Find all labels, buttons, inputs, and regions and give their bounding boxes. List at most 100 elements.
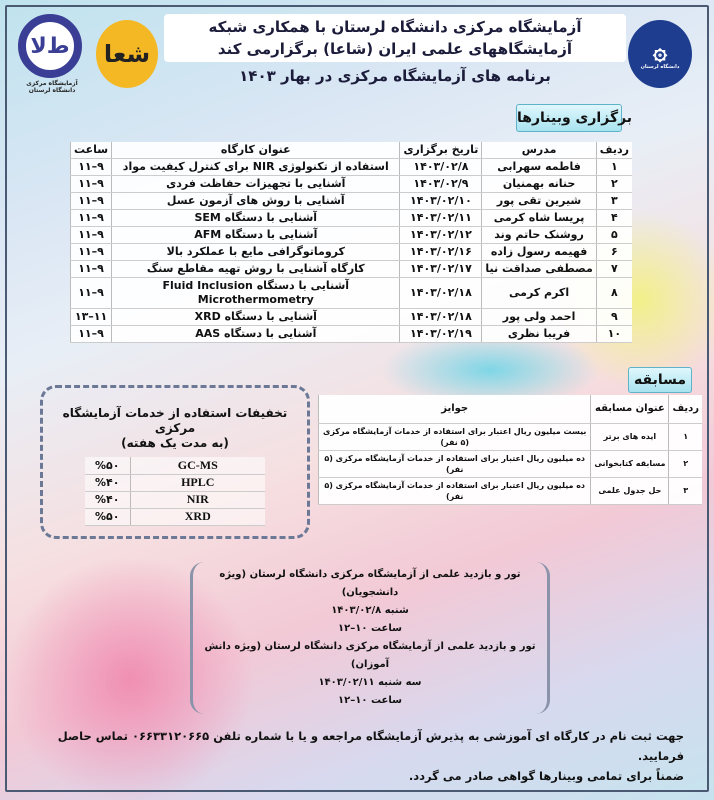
table-cell: ۱۴۰۳/۰۲/۱۰ (399, 192, 482, 210)
discounts-box: تخفیفات استفاده از خدمات آزمایشگاه مرکزی… (40, 385, 310, 539)
table-cell: ۹ (595, 308, 632, 326)
table-cell: ۱ (668, 423, 702, 451)
table-cell: مصطفی صداقت نیا (481, 260, 597, 278)
table-cell: ۹–۱۱ (69, 192, 112, 210)
table-cell: اکرم کرمی (481, 277, 597, 309)
table-cell: ۱۴۰۳/۰۲/۱۷ (399, 260, 482, 278)
table-cell: فاطمه سهرابی (481, 158, 597, 176)
header-title: آزمایشگاه مرکزی دانشگاه لرستان با همکاری… (164, 14, 626, 62)
table-cell: آشنایی با دستگاه XRD (111, 308, 400, 326)
lorestan-university-logo: ۞ دانشگاه لرستان (628, 20, 692, 88)
table-cell: ۹–۱۱ (69, 325, 112, 343)
column-header: عنوان کارگاه (111, 142, 400, 159)
table-cell: ده میلیون ریال اعتبار برای استفاده از خد… (317, 450, 591, 478)
table-row: ۳ شیرین تقی پور ۱۴۰۳/۰۲/۱۰ آشنایی با روش ها… (69, 192, 632, 210)
table-row: ۱ ایده های برتر بیست میلیون ریال اعتبار بر… (317, 423, 702, 451)
discount-percent: %۵۰ (85, 508, 131, 526)
tour-line: سه شنبه ۱۴۰۳/۰۲/۱۱ (318, 677, 422, 688)
table-cell: ۱۴۰۳/۰۲/۱۸ (399, 308, 482, 326)
table-cell: ایده های برتر (590, 423, 669, 451)
webinars-section-tag: برگزاری وبینارها (516, 104, 632, 132)
table-cell: آشنایی با تجهیزات حفاظت فردی (111, 175, 400, 193)
table-cell: ۵ (595, 226, 632, 244)
discount-row: %۴۰ HPLC (85, 474, 265, 492)
tour-line: تور و بازدید علمی از آزمایشگاه مرکزی دان… (204, 641, 536, 670)
column-header: ساعت (69, 142, 112, 159)
discount-row: %۵۰ GC-MS (85, 457, 265, 475)
table-cell: ۳ (595, 192, 632, 210)
table-cell: کارگاه آشنایی با روش تهیه مقاطع سنگ (111, 260, 400, 278)
university-logo-caption: دانشگاه لرستان (640, 63, 680, 70)
table-cell: ده میلیون ریال اعتبار برای استفاده از خد… (317, 477, 591, 505)
instrument-name: HPLC (130, 474, 265, 492)
discount-row: %۴۰ NIR (85, 491, 265, 509)
header-line-1: آزمایشگاه مرکزی دانشگاه لرستان با همکاری… (208, 18, 582, 36)
table-cell: ۶ (595, 243, 632, 261)
discount-percent: %۴۰ (85, 474, 131, 492)
table-cell: ۱۴۰۳/۰۲/۱۶ (399, 243, 482, 261)
table-cell: ۱۴۰۳/۰۲/۸ (399, 158, 482, 176)
tour-line: ساعت ۱۰–۱۲ (338, 695, 402, 706)
table-row: ۳ حل جدول علمی ده میلیون ریال اعتبار برای … (317, 477, 702, 505)
table-cell: ۹–۱۱ (69, 260, 112, 278)
column-header: ردیف (595, 142, 632, 159)
table-cell: ۱۴۰۳/۰۲/۹ (399, 175, 482, 193)
tour-line: تور و بازدید علمی از آزمایشگاه مرکزی دان… (219, 569, 521, 598)
table-cell: ۷ (595, 260, 632, 278)
table-cell: آشنایی با روش های آزمون عسل (111, 192, 400, 210)
table-cell: احمد ولی پور (481, 308, 597, 326)
column-header: عنوان مسابقه (590, 395, 669, 424)
table-cell: پریسا شاه کرمی (481, 209, 597, 227)
tour-line: ساعت ۱۰–۱۲ (338, 623, 402, 634)
table-cell: روشنک حاتم وند (481, 226, 597, 244)
central-lab-logo-caption: آزمایشگاه مرکزی دانشگاه لرستان (26, 80, 78, 94)
table-cell: ۹–۱۱ (69, 243, 112, 261)
table-cell: ۹–۱۱ (69, 209, 112, 227)
table-cell: شیرین تقی پور (481, 192, 597, 210)
table-row: ۷ مصطفی صداقت نیا ۱۴۰۳/۰۲/۱۷ کارگاه آشنایی … (69, 260, 632, 278)
table-cell: ۹–۱۱ (69, 175, 112, 193)
background-blob (0, 560, 260, 800)
column-header: مدرس (481, 142, 597, 159)
central-lab-logo: ﻁﻻ (18, 14, 82, 78)
table-cell: بیست میلیون ریال اعتبار برای استفاده از … (317, 423, 591, 451)
instrument-name: GC-MS (130, 457, 265, 475)
discount-row: %۵۰ XRD (85, 508, 265, 526)
tours-box: تور و بازدید علمی از آزمایشگاه مرکزی دان… (190, 562, 550, 714)
discounts-title-text: تخفیفات استفاده از خدمات آزمایشگاه مرکزی (62, 406, 288, 435)
table-cell: ۱۰ (595, 325, 632, 343)
table-cell: ۹–۱۱ (69, 277, 112, 309)
table-cell: ۲ (595, 175, 632, 193)
table-row: ۱۰ فریبا نظری ۱۴۰۳/۰۲/۱۹ آشنایی با دستگاه A… (69, 325, 632, 343)
footer-note: جهت ثبت نام در کارگاه ای آموزشی به پذیرش… (30, 726, 684, 786)
table-cell: ۱ (595, 158, 632, 176)
header-subtitle: برنامه های آزمایشگاه مرکزی در بهار ۱۴۰۳ (239, 67, 551, 85)
poster-frame (5, 5, 709, 792)
column-header: ردیف (668, 395, 702, 424)
table-cell: کروماتوگرافی مایع با عملکرد بالا (111, 243, 400, 261)
table-cell: آشنایی با دستگاه AFM (111, 226, 400, 244)
table-row: ۸ اکرم کرمی ۱۴۰۳/۰۲/۱۸ آشنایی با دستگاه Flu… (69, 277, 632, 309)
discounts-table: %۵۰ GC-MS %۴۰ HPLC %۴۰ NIR %۵۰ XRD (85, 457, 265, 526)
competition-section-tag: مسابقه (628, 367, 692, 393)
table-cell: ۱۴۰۳/۰۲/۱۱ (399, 209, 482, 227)
table-cell: ۹–۱۱ (69, 158, 112, 176)
shaa-logo: ﺷﻌﺎ (96, 20, 158, 88)
tour-line: شنبه ۱۴۰۳/۰۲/۸ (331, 605, 409, 616)
instrument-name: NIR (130, 491, 265, 509)
table-row: ۹ احمد ولی پور ۱۴۰۳/۰۲/۱۸ آشنایی با دستگاه … (69, 308, 632, 326)
footer-certificate: ضمناً برای تمامی وبینارها گواهی صادر می … (408, 769, 684, 783)
header-line-2: آزمایشگاههای علمی ایران (شاعا) برگزارمی … (217, 40, 573, 58)
table-cell: ۸ (595, 277, 632, 309)
table-row: ۲ حنانه بهمنیان ۱۴۰۳/۰۲/۹ آشنایی با تجهیزات… (69, 175, 632, 193)
header: آزمایشگاه مرکزی دانشگاه لرستان با همکاری… (164, 14, 626, 86)
table-cell: ۲ (668, 450, 702, 478)
discount-percent: %۴۰ (85, 491, 131, 509)
column-header: تاریخ برگزاری (399, 142, 482, 159)
table-cell: حل جدول علمی (590, 477, 669, 505)
table-row: ۵ روشنک حاتم وند ۱۴۰۳/۰۲/۱۲ آشنایی با دستگا… (69, 226, 632, 244)
discounts-subtitle: (به مدت یک هفته) (121, 436, 229, 450)
discounts-title: تخفیفات استفاده از خدمات آزمایشگاه مرکزی… (49, 406, 301, 451)
table-row: ۱ فاطمه سهرابی ۱۴۰۳/۰۲/۸ استفاده از تکنولوژ… (69, 158, 632, 176)
footer-registration: جهت ثبت نام در کارگاه ای آموزشی به پذیرش… (57, 729, 684, 763)
